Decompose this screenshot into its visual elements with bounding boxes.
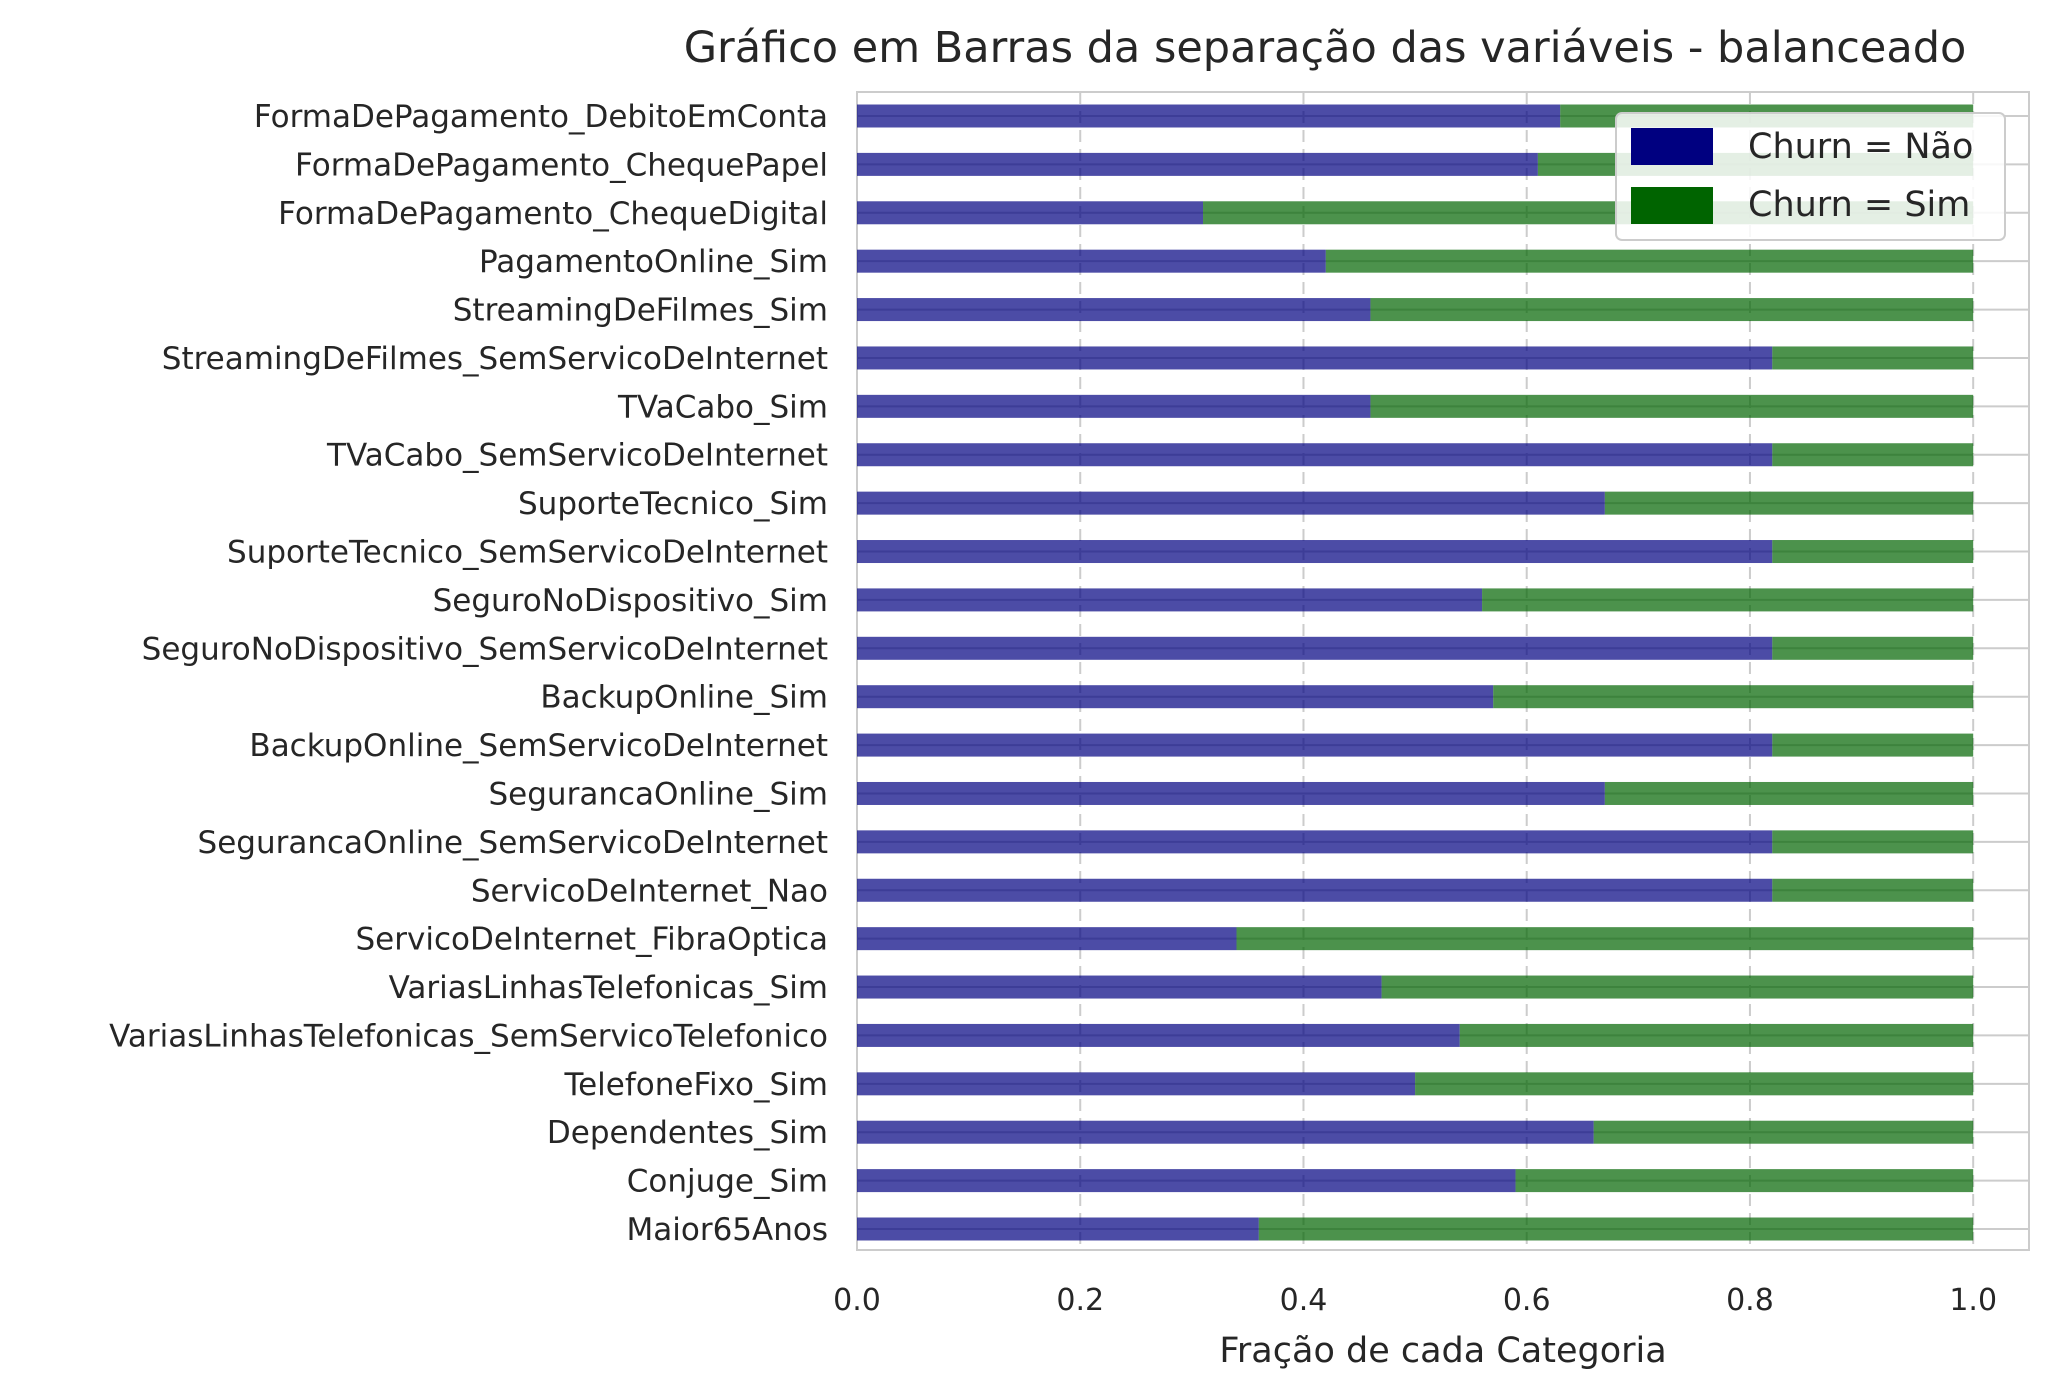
bar-segment-churn-nao — [857, 1023, 1460, 1047]
y-tick-label: StreamingDeFilmes_SemServicoDeInternet — [162, 341, 828, 377]
y-tick-label: FormaDePagamento_ChequePapel — [295, 147, 828, 183]
bar-segment-churn-sim — [1604, 491, 1974, 515]
bar-segment-churn-nao — [857, 443, 1773, 467]
bar-segment-churn-nao — [857, 830, 1773, 854]
x-tick-label: 0.8 — [1726, 1283, 1774, 1318]
y-tick-label: ServicoDeInternet_FibraOptica — [356, 922, 829, 958]
y-tick-label: ServicoDeInternet_Nao — [471, 873, 828, 909]
bar-segment-churn-sim — [1415, 1072, 1974, 1096]
y-tick-label: StreamingDeFilmes_Sim — [453, 293, 828, 329]
y-tick-label: TelefoneFixo_Sim — [563, 1067, 828, 1103]
legend: Churn = Não Churn = Sim — [1615, 112, 2006, 241]
bar-segment-churn-nao — [857, 249, 1326, 273]
y-tick-label: Conjuge_Sim — [627, 1164, 828, 1200]
bar-segment-churn-sim — [1459, 1023, 1974, 1047]
bar-segment-churn-nao — [857, 588, 1483, 612]
bar-segment-churn-sim — [1258, 1217, 1974, 1241]
bar-segment-churn-nao — [857, 491, 1605, 515]
y-tick-label: VariasLinhasTelefonicas_Sim — [389, 970, 828, 1006]
bar-segment-churn-nao — [857, 685, 1494, 709]
legend-swatch-churn-nao — [1631, 128, 1713, 165]
bar-segment-churn-nao — [857, 346, 1773, 370]
legend-label-churn-sim: Churn = Sim — [1748, 185, 1970, 225]
x-tick-label: 0.2 — [1056, 1283, 1104, 1318]
bar-segment-churn-sim — [1772, 733, 1974, 757]
bar-segment-churn-nao — [857, 152, 1538, 176]
bar-segment-churn-sim — [1772, 636, 1974, 660]
bar-segment-churn-nao — [857, 201, 1204, 225]
x-tick-label: 0.6 — [1503, 1283, 1551, 1318]
y-tick-label: SeguroNoDispositivo_SemServicoDeInternet — [142, 631, 828, 667]
bar-segment-churn-nao — [857, 733, 1773, 757]
bar-segment-churn-sim — [1370, 394, 1974, 418]
bar-segment-churn-sim — [1370, 298, 1974, 322]
bar-segment-churn-nao — [857, 104, 1561, 128]
bar-segment-churn-sim — [1236, 927, 1974, 951]
y-tick-label: PagamentoOnline_Sim — [479, 244, 828, 280]
legend-box — [1615, 112, 2006, 241]
bar-segment-churn-sim — [1772, 830, 1974, 854]
bar-segment-churn-sim — [1593, 1120, 1974, 1144]
plot-area — [856, 91, 2030, 1251]
bar-segment-churn-sim — [1381, 975, 1974, 999]
y-tick-label: BackupOnline_SemServicoDeInternet — [249, 728, 828, 764]
x-tick-label: 0.0 — [833, 1283, 881, 1318]
bar-segment-churn-sim — [1604, 781, 1974, 805]
y-tick-label: Maior65Anos — [627, 1212, 829, 1248]
bar-segment-churn-sim — [1482, 588, 1974, 612]
bar-segment-churn-nao — [857, 781, 1605, 805]
y-tick-label: SuporteTecnico_Sim — [518, 486, 828, 522]
legend-label-churn-nao: Churn = Não — [1748, 127, 1973, 167]
bar-segment-churn-nao — [857, 298, 1371, 322]
bar-segment-churn-sim — [1772, 540, 1974, 564]
bar-segment-churn-nao — [857, 878, 1773, 902]
bar-segment-churn-sim — [1493, 685, 1974, 709]
bar-segment-churn-nao — [857, 1120, 1594, 1144]
y-tick-label: BackupOnline_Sim — [540, 680, 828, 716]
y-tick-label: Dependentes_Sim — [547, 1115, 828, 1151]
x-axis-label: Fração de cada Categoria — [1219, 1331, 1666, 1371]
y-tick-label: TVaCabo_Sim — [617, 389, 828, 425]
bar-segment-churn-nao — [857, 927, 1237, 951]
y-tick-label: FormaDePagamento_DebitoEmConta — [254, 99, 828, 135]
bar-segment-churn-sim — [1515, 1169, 1974, 1193]
y-tick-label: FormaDePagamento_ChequeDigital — [278, 196, 828, 232]
x-tick-labels: 0.0 0.2 0.4 0.6 0.8 1.0 — [833, 1283, 1997, 1318]
y-tick-label: SeguroNoDispositivo_Sim — [433, 583, 828, 619]
y-tick-label: VariasLinhasTelefonicas_SemServicoTelefo… — [109, 1018, 828, 1054]
bar-segment-churn-nao — [857, 1217, 1259, 1241]
bar-segment-churn-nao — [857, 540, 1773, 564]
y-tick-label: SegurancaOnline_Sim — [489, 776, 829, 812]
bar-segment-churn-sim — [1325, 249, 1974, 273]
chart-title: Gráfico em Barras da separação das variá… — [684, 23, 1967, 73]
x-tick-label: 0.4 — [1280, 1283, 1328, 1318]
bar-segment-churn-nao — [857, 636, 1773, 660]
bar-segment-churn-sim — [1772, 346, 1974, 370]
y-tick-label: SegurancaOnline_SemServicoDeInternet — [198, 825, 828, 861]
bar-segment-churn-nao — [857, 1169, 1516, 1193]
bar-segment-churn-nao — [857, 975, 1382, 999]
y-tick-labels: FormaDePagamento_DebitoEmConta FormaDePag… — [109, 99, 828, 1248]
legend-swatch-churn-sim — [1631, 187, 1713, 224]
y-tick-label: TVaCabo_SemServicoDeInternet — [326, 438, 828, 474]
bar-segment-churn-nao — [857, 394, 1371, 418]
bar-segment-churn-sim — [1772, 443, 1974, 467]
bar-segment-churn-sim — [1772, 878, 1974, 902]
y-tick-label: SuporteTecnico_SemServicoDeInternet — [227, 535, 828, 571]
x-tick-label: 1.0 — [1949, 1283, 1997, 1318]
bar-segment-churn-nao — [857, 1072, 1416, 1096]
